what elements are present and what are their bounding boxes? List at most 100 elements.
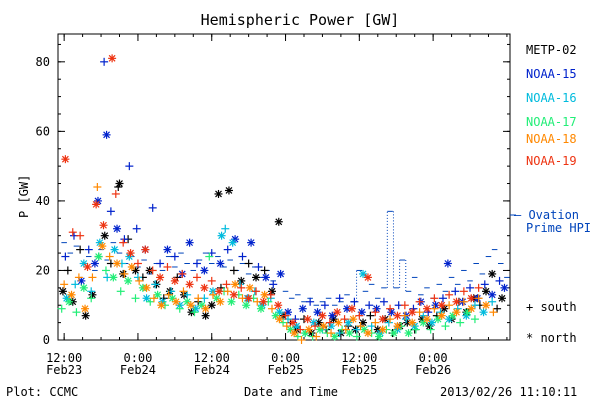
marker-north: [143, 284, 150, 292]
marker-north: [186, 280, 194, 288]
marker-north: [304, 315, 312, 323]
marker-north: [346, 329, 353, 337]
x-tick-label-date: Feb25: [341, 363, 377, 377]
marker-north: [501, 284, 508, 292]
marker-north: [91, 260, 99, 267]
marker-north: [275, 315, 283, 323]
marker-north: [216, 260, 224, 267]
marker-north: [307, 329, 315, 337]
marker-north: [373, 305, 380, 313]
legend-entry-noaa18: NOAA-18: [526, 132, 577, 146]
marker-north: [314, 308, 321, 316]
marker-north: [467, 305, 475, 313]
marker-north: [186, 239, 194, 247]
y-tick-label: 0: [43, 333, 50, 347]
marker-north: [488, 270, 496, 278]
marker-north: [408, 319, 416, 327]
marker-north: [379, 326, 387, 333]
marker-north: [103, 131, 111, 139]
marker-north: [109, 273, 117, 281]
marker-north: [81, 305, 89, 313]
marker-north: [127, 249, 134, 257]
marker-north: [453, 298, 460, 306]
marker-north: [268, 287, 276, 295]
marker-north: [225, 187, 233, 194]
marker-north: [364, 329, 372, 337]
marker-north: [394, 312, 401, 320]
marker-north: [216, 298, 224, 306]
marker-north: [157, 301, 165, 309]
marker-north: [89, 291, 96, 299]
marker-north: [287, 326, 294, 333]
marker-north: [202, 312, 210, 320]
marker-north: [198, 301, 206, 309]
marker-north: [227, 298, 235, 306]
legend-entry-metp02: METP-02: [526, 43, 577, 57]
marker-north: [229, 239, 237, 247]
marker-north: [408, 308, 416, 316]
legend-north-marker: * north: [526, 331, 577, 345]
y-tick-label: 60: [36, 124, 50, 138]
marker-north: [208, 301, 216, 309]
marker-north: [375, 333, 383, 340]
plot-timestamp: 2013/02/26 11:10:11: [440, 385, 578, 399]
marker-north: [327, 322, 335, 330]
marker-north: [141, 246, 149, 254]
marker-north: [320, 322, 328, 330]
marker-north: [231, 280, 239, 288]
legend-ovation-line1: – Ovation: [514, 208, 580, 222]
marker-north: [68, 291, 75, 299]
marker-north: [156, 273, 164, 281]
marker-north: [394, 322, 401, 330]
marker-north: [423, 305, 431, 313]
marker-north: [411, 322, 419, 330]
marker-north: [428, 319, 436, 327]
marker-north: [440, 305, 448, 313]
marker-north: [315, 319, 323, 327]
marker-north: [379, 315, 387, 323]
chart-title: Hemispheric Power [GW]: [200, 11, 400, 29]
marker-north: [82, 312, 90, 320]
marker-north: [299, 305, 307, 313]
plot-frame: [57, 33, 511, 341]
marker-north: [168, 294, 176, 302]
marker-north: [113, 260, 121, 267]
marker-north: [59, 287, 67, 295]
x-tick-label-date: Feb23: [46, 363, 82, 377]
marker-north: [143, 294, 150, 302]
legend-entry-noaa19: NOAA-19: [526, 154, 577, 168]
marker-north: [403, 319, 411, 327]
marker-north: [96, 239, 104, 247]
legend-ovation-line2: Prime HPI: [526, 221, 592, 235]
marker-north: [344, 319, 352, 327]
marker-north: [262, 273, 270, 281]
marker-north: [101, 232, 109, 240]
x-tick-label-time: 0:00: [419, 351, 448, 365]
marker-north: [482, 301, 490, 309]
y-tick-label: 20: [36, 263, 50, 277]
marker-north: [218, 232, 226, 240]
marker-north: [124, 277, 132, 285]
marker-north: [444, 260, 452, 267]
marker-north: [213, 294, 221, 302]
plot-credit: Plot: CCMC: [6, 385, 79, 399]
marker-north: [310, 319, 318, 327]
marker-north: [108, 54, 116, 62]
marker-north: [349, 315, 357, 323]
x-tick-label-time: 0:00: [271, 351, 300, 365]
marker-north: [215, 287, 223, 295]
marker-north: [293, 322, 301, 330]
marker-north: [274, 301, 282, 309]
marker-north: [128, 263, 136, 271]
x-tick-label-date: Feb26: [415, 363, 451, 377]
marker-north: [333, 308, 341, 316]
marker-north: [348, 305, 356, 313]
marker-north: [111, 246, 119, 254]
marker-north: [364, 273, 372, 281]
marker-north: [331, 333, 339, 340]
marker-north: [423, 315, 431, 323]
x-tick-label-date: Feb24: [194, 363, 230, 377]
marker-north: [252, 273, 260, 281]
marker-north: [488, 291, 496, 299]
